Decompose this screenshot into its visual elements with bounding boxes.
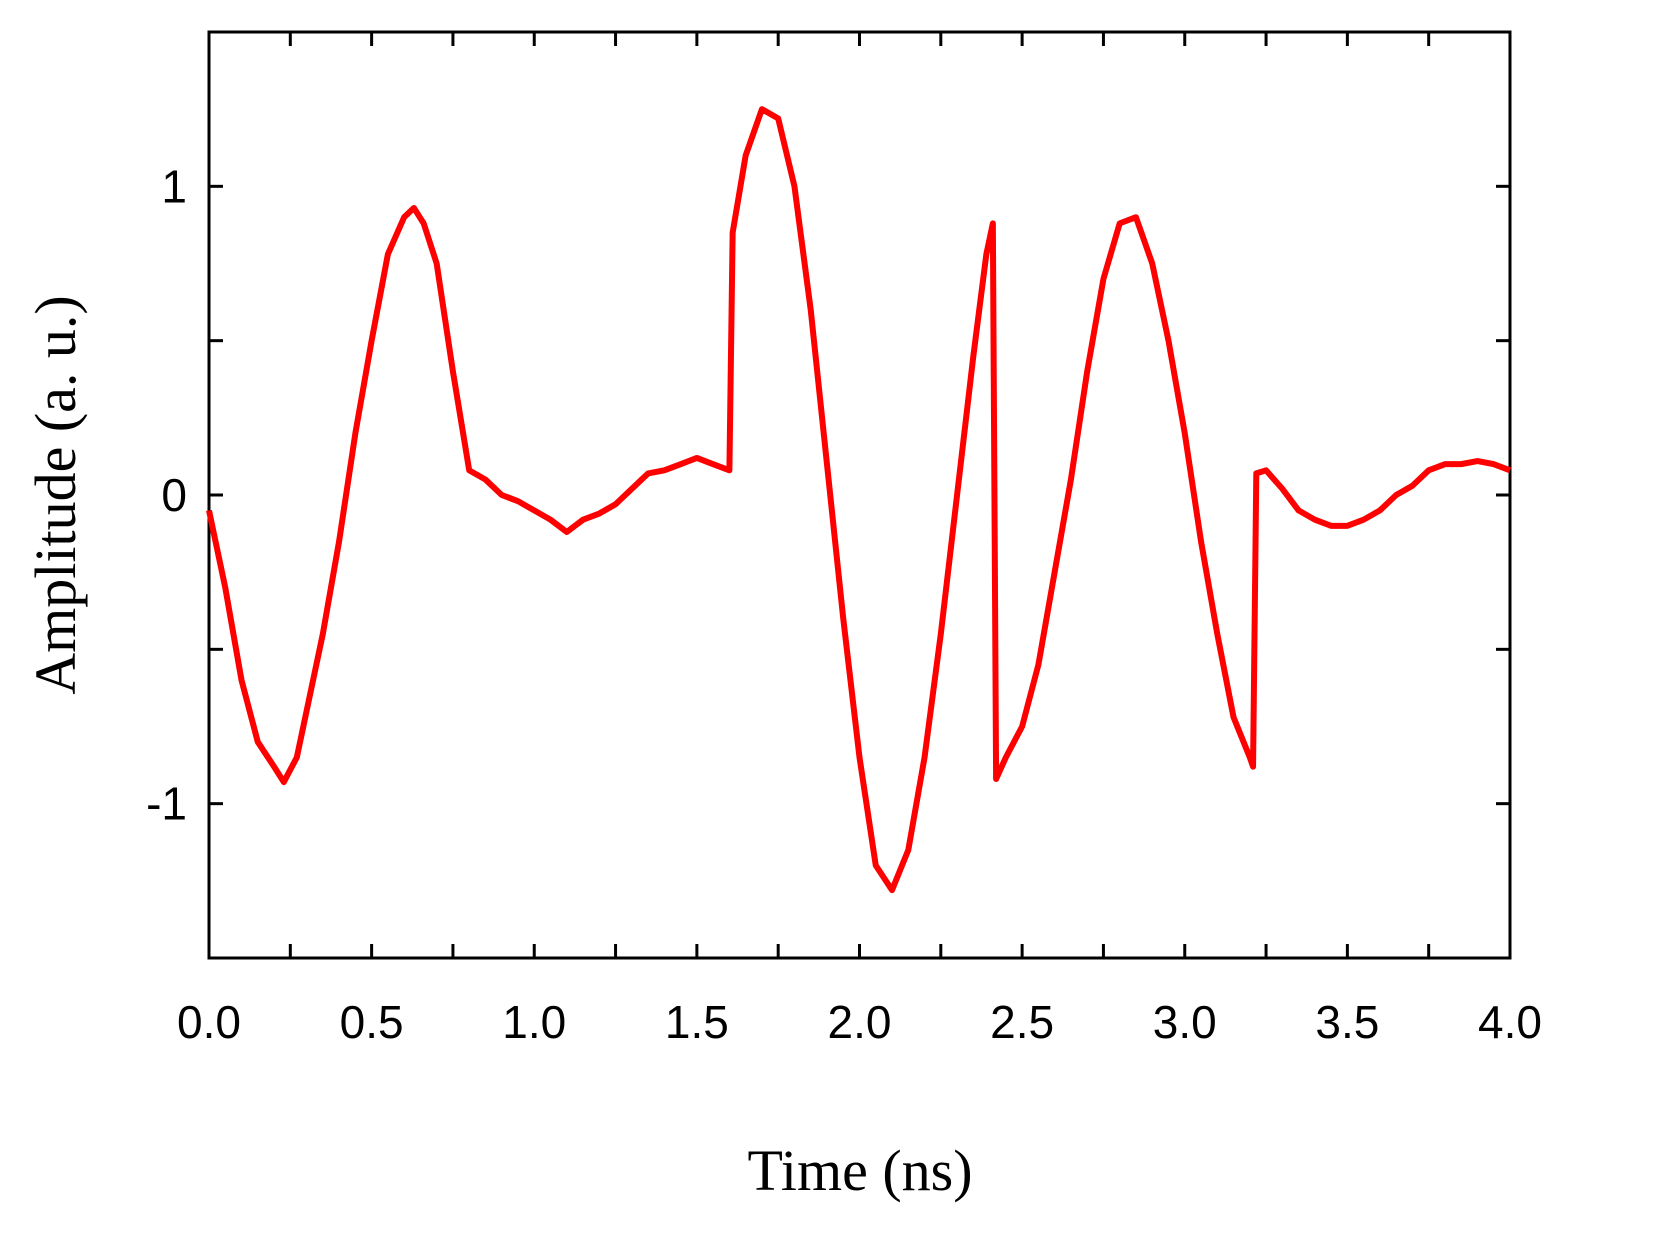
x-tick-label: 1.0	[502, 996, 566, 1048]
x-tick-label: 2.0	[828, 996, 892, 1048]
x-tick-label: 3.0	[1153, 996, 1217, 1048]
x-tick-label: 3.5	[1315, 996, 1379, 1048]
x-tick-label: 2.5	[990, 996, 1054, 1048]
data-line	[206, 106, 1512, 894]
y-tick-label: -1	[146, 778, 187, 830]
y-tick-label: 1	[161, 160, 187, 212]
x-tick-label: 0.0	[177, 996, 241, 1048]
x-axis-label: Time (ns)	[747, 1138, 972, 1203]
x-tick-label: 1.5	[665, 996, 729, 1048]
x-tick-label: 4.0	[1478, 996, 1542, 1048]
x-tick-label: 0.5	[340, 996, 404, 1048]
plot-frame	[207, 30, 1512, 960]
y-axis-label: Amplitude (a. u.)	[23, 295, 88, 694]
y-tick-label: 0	[161, 469, 187, 521]
